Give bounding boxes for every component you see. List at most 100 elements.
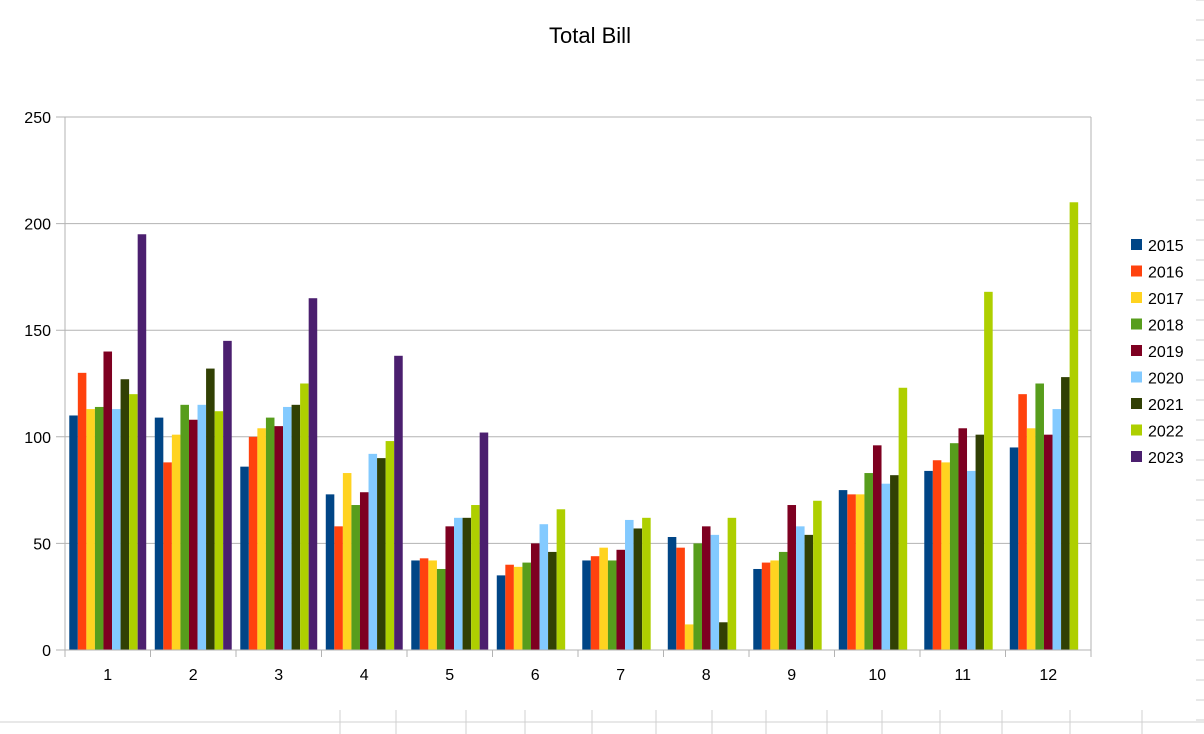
bar-2021-4	[377, 458, 386, 650]
bar-2017-12	[1026, 428, 1036, 650]
bar-2017-6	[513, 566, 523, 650]
bar-2020-2	[197, 404, 207, 650]
bar-2020-6	[539, 524, 549, 650]
bar-2018-12	[1035, 383, 1044, 650]
x-tick-label: 1	[103, 667, 112, 684]
bar-2021-6	[548, 551, 557, 650]
x-tick-label: 9	[787, 667, 796, 684]
y-tick-label: 0	[42, 643, 51, 660]
bar-2019-8	[701, 526, 711, 650]
bar-2016-6	[505, 564, 514, 650]
legend-swatch	[1131, 398, 1142, 409]
bar-2017-8	[684, 624, 694, 650]
y-tick-label: 200	[24, 217, 51, 234]
bar-2015-9	[753, 568, 762, 650]
bar-2021-9	[804, 534, 814, 650]
bar-2019-9	[787, 505, 797, 650]
bar-2017-11	[941, 462, 950, 650]
legend-label: 2018	[1148, 318, 1184, 335]
bar-2019-6	[530, 543, 540, 650]
y-tick-label: 150	[24, 323, 51, 340]
legend-label: 2020	[1148, 371, 1184, 388]
bar-2018-11	[949, 443, 959, 650]
bar-2021-3	[291, 404, 301, 650]
bar-2022-1	[129, 394, 138, 650]
bar-2016-12	[1018, 394, 1027, 650]
bar-2022-5	[471, 505, 480, 650]
legend-label: 2015	[1148, 238, 1184, 255]
bar-2021-12	[1061, 377, 1070, 650]
chart-title: Total Bill	[549, 23, 631, 48]
bar-2015-11	[924, 470, 933, 650]
bar-2022-11	[984, 291, 993, 650]
bar-2021-1	[120, 379, 130, 650]
bar-2018-6	[522, 562, 531, 650]
bar-2021-5	[462, 517, 472, 650]
bar-2023-5	[479, 432, 489, 650]
y-tick-label: 250	[24, 110, 51, 127]
bar-2018-10	[864, 473, 873, 650]
bar-2015-10	[838, 490, 848, 650]
legend-label: 2021	[1148, 397, 1184, 414]
bar-2022-6	[556, 509, 566, 650]
bar-2015-2	[154, 417, 164, 650]
bars	[69, 202, 1079, 650]
bar-2015-6	[496, 575, 506, 650]
bar-2020-9	[796, 526, 805, 650]
bar-2017-1	[86, 409, 95, 650]
bar-2020-5	[454, 517, 463, 650]
x-tick-label: 5	[445, 667, 454, 684]
bar-2016-7	[590, 556, 600, 650]
bar-2015-8	[667, 537, 677, 650]
legend-swatch	[1131, 371, 1142, 383]
bar-2022-2	[214, 411, 224, 650]
legend-label: 2022	[1148, 424, 1184, 441]
bar-2021-7	[633, 528, 643, 650]
bar-2018-7	[607, 560, 617, 650]
bar-2018-8	[693, 543, 702, 650]
bar-2022-4	[385, 441, 395, 650]
bar-2020-7	[625, 519, 634, 650]
bar-2016-2	[163, 462, 172, 650]
legend-label: 2023	[1148, 450, 1184, 467]
bar-2015-4	[325, 494, 335, 650]
bar-2017-9	[770, 560, 779, 650]
bar-2016-8	[676, 547, 685, 650]
bar-2019-11	[958, 428, 968, 650]
bar-2018-5	[436, 568, 446, 650]
bar-2022-10	[898, 387, 908, 650]
bar-2015-3	[240, 466, 249, 650]
bar-2022-8	[727, 517, 737, 650]
bar-2023-4	[394, 355, 403, 650]
x-tick-label: 7	[616, 667, 625, 684]
y-tick-label: 100	[24, 430, 51, 447]
bar-2017-7	[599, 547, 608, 650]
bar-2018-9	[778, 551, 788, 650]
bar-2020-11	[967, 470, 976, 650]
bar-2020-10	[881, 483, 891, 650]
bar-2018-2	[180, 404, 189, 650]
bar-2018-1	[94, 406, 104, 650]
bar-2017-5	[428, 560, 437, 650]
x-tick-label: 2	[189, 667, 198, 684]
legend: 2015 2016 2017 2018 2019 2020 2021 2022 2023	[1131, 238, 1184, 467]
x-tick-label: 4	[360, 667, 369, 684]
bar-2022-7	[642, 517, 651, 650]
bar-2016-1	[77, 372, 87, 650]
legend-swatch	[1131, 345, 1142, 356]
bar-2017-2	[171, 434, 181, 650]
bar-2019-12	[1043, 434, 1053, 650]
legend-swatch	[1131, 265, 1142, 277]
bar-2019-1	[103, 351, 113, 650]
bar-2015-5	[411, 560, 420, 650]
bar-2021-11	[975, 434, 985, 650]
bar-2019-3	[274, 426, 284, 650]
bar-2015-12	[1009, 447, 1019, 650]
x-tick-label: 10	[868, 667, 886, 684]
y-tick-label: 50	[33, 536, 51, 553]
legend-swatch	[1131, 239, 1142, 250]
legend-swatch	[1131, 292, 1142, 303]
bar-2021-2	[206, 368, 215, 650]
